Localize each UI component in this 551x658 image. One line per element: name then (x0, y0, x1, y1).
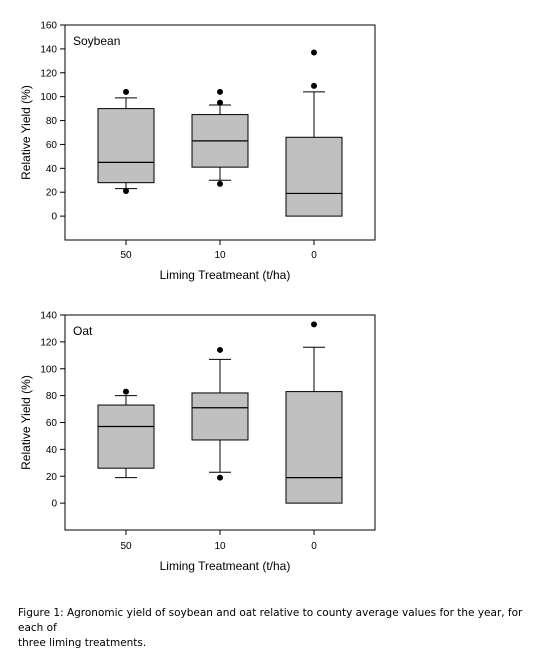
y-tick-label: 100 (40, 92, 57, 103)
y-tick-label: 120 (40, 337, 57, 348)
y-tick-label: 120 (40, 68, 57, 79)
outlier-point (217, 180, 223, 187)
y-tick-label: 80 (46, 116, 58, 127)
box-iqr (191, 392, 249, 441)
y-tick-label: 40 (46, 164, 58, 175)
caption-line-1: Figure 1: Agronomic yield of soybean and… (18, 607, 523, 634)
outlier-point (217, 99, 223, 106)
y-tick-label: 140 (40, 311, 57, 322)
y-tick-label: 40 (46, 445, 58, 456)
outlier-point (217, 474, 223, 481)
x-tick-label: 50 (120, 541, 132, 552)
figure-caption: Figure 1: Agronomic yield of soybean and… (18, 606, 538, 651)
outlier-point (123, 188, 129, 195)
outlier-point (311, 49, 317, 56)
outlier-point (311, 82, 317, 89)
y-tick-label: 140 (40, 44, 57, 55)
y-tick-label: 20 (46, 472, 58, 483)
y-tick-label: 60 (46, 140, 58, 151)
y-tick-label: 0 (51, 212, 57, 223)
caption-line-2: three liming treatments. (18, 637, 147, 649)
y-tick-label: 60 (46, 418, 58, 429)
panel-title: Oat (73, 324, 93, 338)
box-50 (97, 88, 155, 195)
x-tick-label: 0 (311, 250, 317, 261)
box-iqr (97, 404, 155, 469)
box-iqr (285, 136, 343, 217)
box-10 (191, 88, 249, 187)
y-tick-label: 20 (46, 188, 58, 199)
y-tick-label: 160 (40, 21, 57, 32)
x-tick-label: 0 (311, 541, 317, 552)
box-0 (285, 49, 343, 217)
x-tick-label: 10 (214, 541, 226, 552)
outlier-point (123, 388, 129, 395)
outlier-point (217, 346, 223, 353)
box-50 (97, 388, 155, 479)
panel-title: Soybean (73, 34, 120, 48)
x-tick-label: 10 (214, 250, 226, 261)
outlier-point (123, 88, 129, 95)
x-axis-label: Liming Treatmeant (t/ha) (160, 559, 291, 573)
outlier-point (217, 88, 223, 95)
y-tick-label: 100 (40, 364, 57, 375)
x-axis-label: Liming Treatmeant (t/ha) (160, 268, 291, 282)
box-iqr (97, 108, 155, 184)
box-10 (191, 346, 249, 481)
outlier-point (311, 321, 317, 328)
box-0 (285, 321, 343, 504)
y-axis-label: Relative Yield (%) (19, 375, 33, 470)
y-axis-label: Relative Yield (%) (19, 85, 33, 180)
x-tick-label: 50 (120, 250, 132, 261)
y-tick-label: 0 (51, 499, 57, 510)
y-tick-label: 80 (46, 391, 58, 402)
box-iqr (285, 391, 343, 504)
